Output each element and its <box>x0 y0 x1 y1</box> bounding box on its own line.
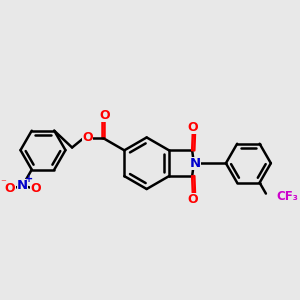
Text: N: N <box>17 179 28 192</box>
Text: O: O <box>100 109 110 122</box>
Text: O: O <box>5 182 15 194</box>
Text: +: + <box>25 174 33 184</box>
Text: O: O <box>82 130 93 144</box>
Text: N: N <box>190 157 201 170</box>
Text: CF₃: CF₃ <box>277 190 298 203</box>
Text: O: O <box>188 121 198 134</box>
Text: O: O <box>30 182 40 194</box>
Text: O: O <box>188 193 198 206</box>
Text: ⁻: ⁻ <box>1 178 6 188</box>
